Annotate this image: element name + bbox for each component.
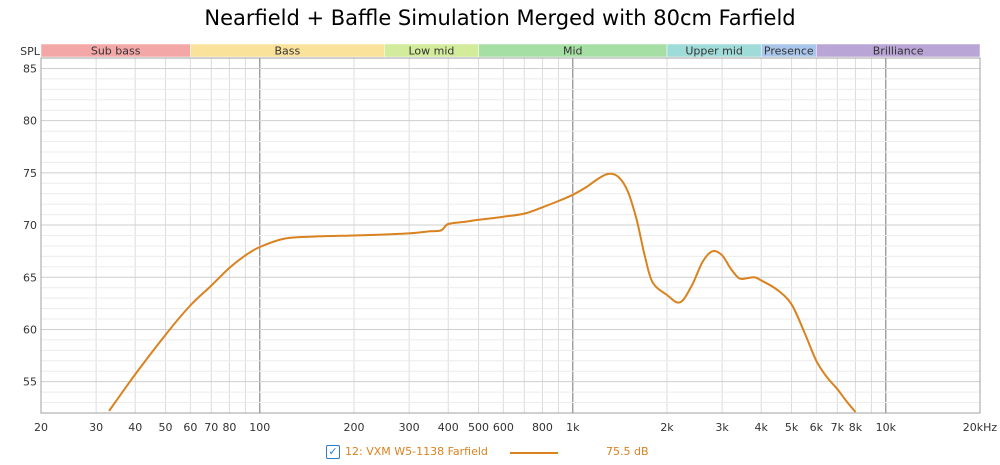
band-label: Upper mid [685,45,743,58]
legend-swatch [510,452,558,454]
x-tick-label: 2k [660,421,674,434]
series-visibility-checkbox[interactable]: ✓ [326,445,340,459]
chart-title: Nearfield + Baffle Simulation Merged wit… [204,6,796,30]
x-tick-label: 60 [183,421,197,434]
axes: 20 30 40 50 60 70 80 100 200 300 400 500 600 800 1k 2k 3… [23,57,998,434]
x-tick-label: 10k [876,421,897,434]
y-axis-label: SPL [20,45,41,58]
curve-layer [108,172,857,413]
y-tick-label: 75 [23,167,37,180]
x-tick-label: 50 [159,421,173,434]
x-tick-label: 8k [849,421,863,434]
x-tick-label: 30 [89,421,103,434]
frequency-bands: Sub bass Bass Low mid Mid Upper mid Presence B… [40,43,981,58]
band-label: Sub bass [91,45,141,58]
x-tick-label: 100 [249,421,270,434]
x-tick-label: 40 [128,421,142,434]
band-label: Bass [274,45,300,58]
x-tick-label: 300 [399,421,420,434]
x-tick-label: 70 [204,421,218,434]
y-tick-label: 60 [23,323,37,336]
plot-frame [40,57,981,414]
x-tick-label: 1k [566,421,580,434]
band-label: Presence [764,45,814,58]
legend-series-value: 75.5 dB [606,445,649,458]
y-tick-label: 70 [23,219,37,232]
x-tick-label: 600 [493,421,514,434]
series-line [108,172,857,413]
y-tick-label: 65 [23,271,37,284]
x-tick-label: 4k [755,421,769,434]
legend: ✓ 12: VXM W5-1138 Farfield 75.5 dB [326,445,666,463]
x-tick-label: 3k [715,421,729,434]
x-tick-label: 20 [34,421,48,434]
band-brilliance [816,43,981,58]
x-tick-label: 80 [222,421,236,434]
x-tick-label: 5k [785,421,799,434]
legend-series-name: 12: VXM W5-1138 Farfield [345,445,488,458]
y-tick-label: 80 [23,115,37,128]
band-label: Brilliance [873,45,924,58]
x-tick-label: 800 [532,421,553,434]
y-tick-label: 85 [23,62,37,75]
y-tick-label: 55 [23,376,37,389]
x-tick-label: 200 [344,421,365,434]
x-tick-label: 6k [810,421,824,434]
x-tick-label: 7k [831,421,845,434]
x-tick-label: 500 [468,421,489,434]
x-tick-label: 400 [438,421,459,434]
band-label: Mid [563,45,583,58]
x-tick-label: 20kHz [963,421,998,434]
band-label: Low mid [408,45,454,58]
